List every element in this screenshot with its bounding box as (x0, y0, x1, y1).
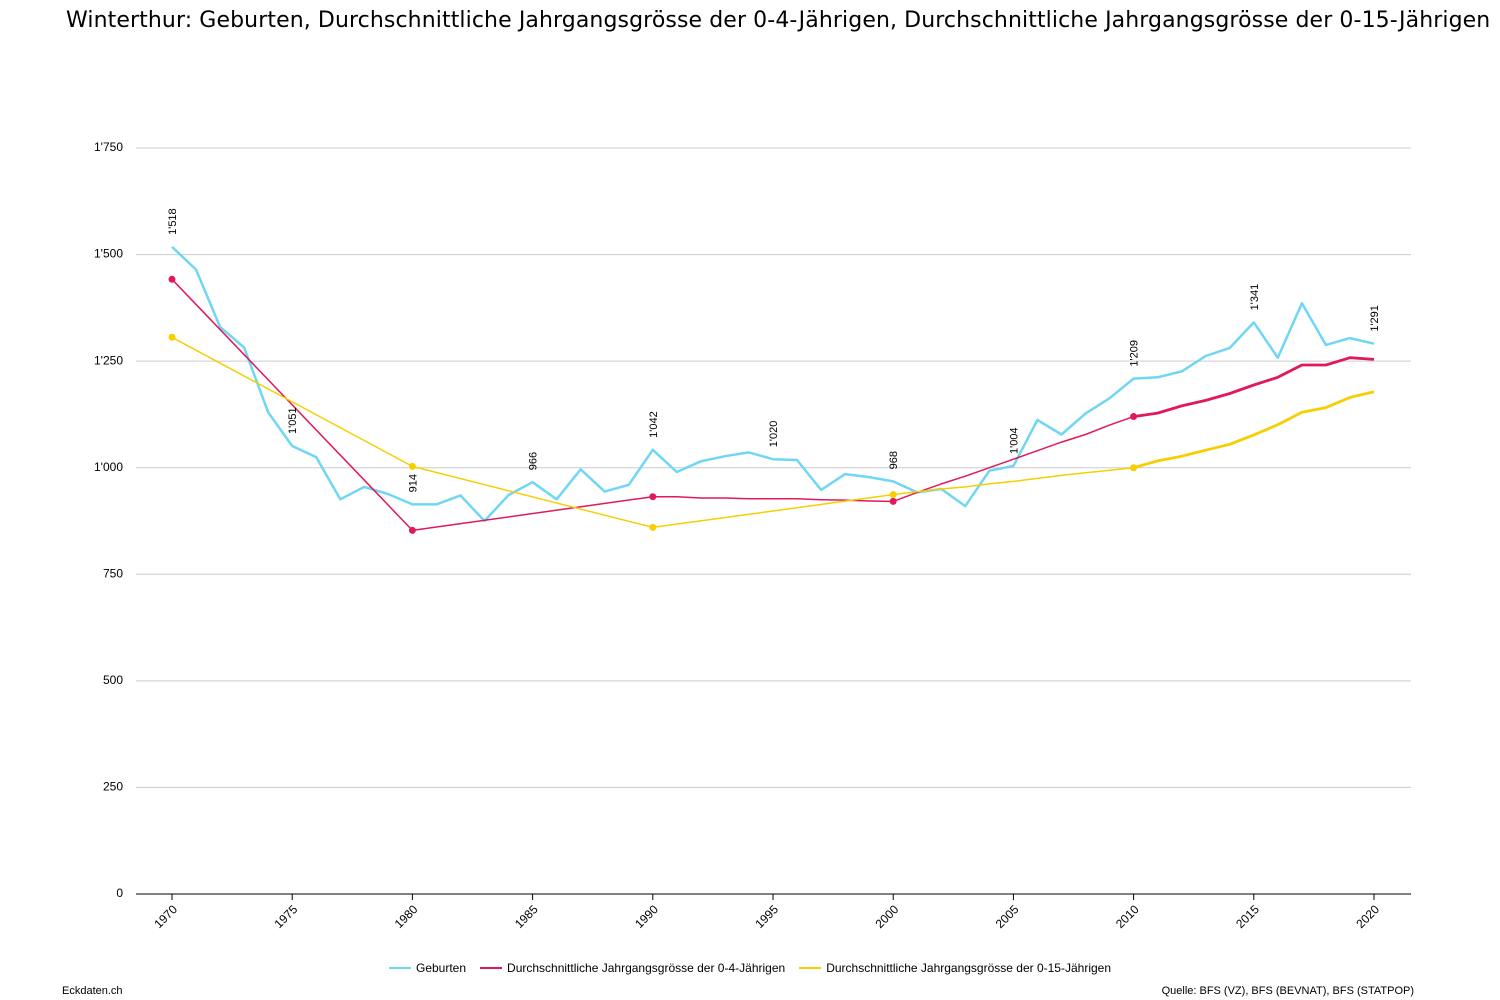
x-tick-label: 1975 (272, 902, 301, 931)
chart-title: Winterthur: Geburten, Durchschnittliche … (66, 8, 1491, 33)
data-label: 914 (407, 474, 419, 492)
series-marker (649, 493, 657, 501)
series-line-geburten (171, 245, 1375, 523)
series-lines (171, 245, 1375, 532)
legend-item-0-15[interactable]: Durchschnittliche Jahrgangsgrösse der 0-… (799, 961, 1111, 975)
series-marker (649, 523, 657, 531)
series-line-0-15 (171, 336, 1134, 529)
data-label: 1'051 (287, 407, 299, 434)
x-tick-label: 1995 (752, 902, 781, 931)
data-labels: 1'518 1'051 914 966 1'042 1'020 968 1'004 1'209 1… (167, 208, 1381, 492)
series-marker (1130, 413, 1138, 421)
footer-brand: Eckdaten.ch (62, 985, 123, 997)
y-tick-label: 750 (103, 566, 123, 580)
y-tick-label: 1'750 (94, 140, 123, 154)
data-label: 966 (528, 452, 540, 470)
data-label: 1'291 (1369, 305, 1381, 332)
x-axis: 1970 1975 1980 1985 1990 1995 2000 2005 2010 2015… (136, 893, 1411, 931)
legend-swatch-0-4 (480, 967, 503, 969)
legend-item-0-4[interactable]: Durchschnittliche Jahrgangsgrösse der 0-… (480, 961, 785, 975)
series-marker (1130, 464, 1138, 472)
y-tick-label: 250 (103, 780, 123, 794)
y-tick-label: 500 (103, 673, 123, 687)
x-tick-label: 2010 (1113, 902, 1142, 931)
data-label: 1'341 (1249, 284, 1261, 311)
gridlines (136, 147, 1411, 788)
series-marker (408, 462, 416, 470)
x-tick-label: 2000 (873, 902, 902, 931)
data-label: 1'042 (648, 411, 660, 438)
footer-source: Quelle: BFS (VZ), BFS (BEVNAT), BFS (STA… (1161, 985, 1414, 997)
y-tick-label: 0 (116, 886, 123, 900)
series-line-0-4-recent (1133, 356, 1375, 418)
y-tick-label: 1'250 (94, 353, 123, 367)
x-tick-label: 1970 (151, 902, 180, 931)
legend-item-geburten[interactable]: Geburten (388, 961, 467, 975)
x-tick-label: 1990 (632, 902, 661, 931)
series-line-0-15-recent (1133, 390, 1375, 470)
data-label: 1'004 (1008, 427, 1020, 454)
y-tick-label: 1'000 (94, 460, 123, 474)
series-marker (168, 275, 176, 283)
data-label: 1'209 (1129, 340, 1141, 367)
legend: Geburten Durchschnittliche Jahrgangsgrös… (0, 961, 1500, 975)
legend-label-0-15: Durchschnittliche Jahrgangsgrösse der 0-… (826, 961, 1112, 975)
data-label: 968 (888, 451, 900, 469)
x-tick-label: 1985 (512, 902, 541, 931)
legend-swatch-geburten (388, 967, 411, 969)
x-tick-label: 2015 (1233, 902, 1262, 931)
x-tick-label: 2005 (993, 902, 1022, 931)
data-label: 1'020 (768, 421, 780, 448)
data-label: 1'518 (167, 208, 179, 235)
series-marker (168, 333, 176, 341)
series-line-0-4 (171, 278, 1134, 532)
x-tick-label: 2020 (1353, 902, 1382, 931)
series-marker (889, 491, 897, 499)
x-tick-label: 1980 (392, 902, 421, 931)
series-marker (889, 497, 897, 505)
legend-swatch-0-15 (799, 967, 822, 969)
y-tick-label: 1'500 (94, 247, 123, 261)
legend-label-geburten: Geburten (415, 961, 467, 975)
y-axis-ticks: 0 250 500 750 1'000 1'250 1'500 1'750 (94, 140, 123, 900)
legend-label-0-4: Durchschnittliche Jahrgangsgrösse der 0-… (507, 961, 786, 975)
series-markers (168, 275, 1138, 534)
series-marker (408, 526, 416, 534)
